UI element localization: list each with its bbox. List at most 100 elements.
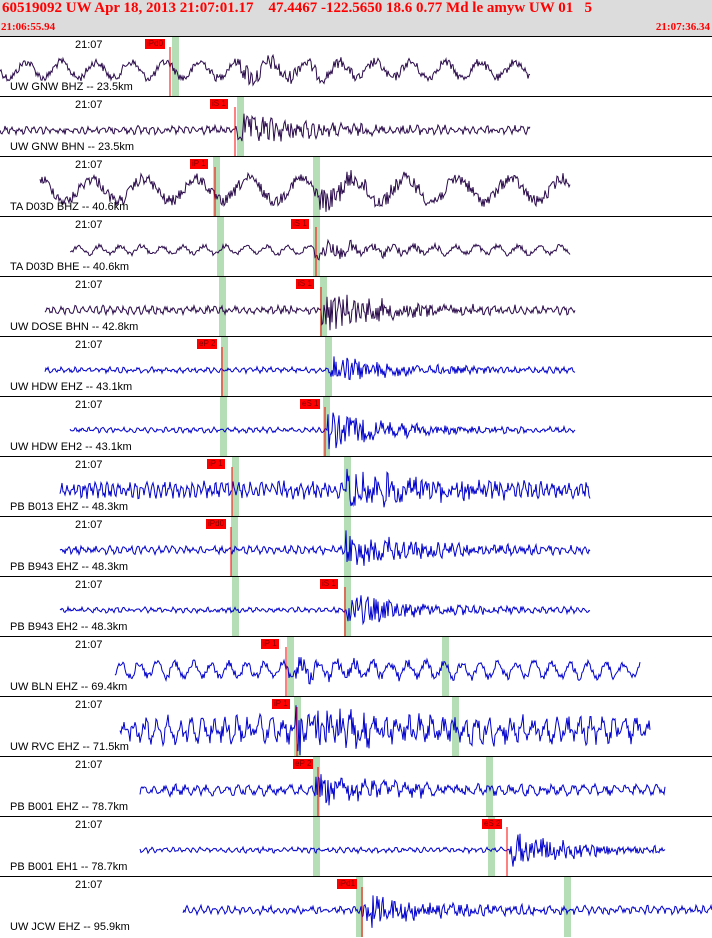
p-window-marker [313,817,320,877]
pick-label[interactable]: eP 2 [293,759,314,769]
pick-label[interactable]: iS 1 [296,279,314,289]
pick-label[interactable]: iPd1 [337,879,358,889]
waveform-line [44,356,576,381]
waveform-line [139,774,666,806]
pick-label[interactable]: eS 1 [300,399,321,409]
trace-track[interactable]: 21:07 iS 1 UW DOSE BHN -- 42.8km [0,276,712,337]
p-window-marker [232,577,239,637]
trace-track[interactable]: 21:07 iP 1 UW RVC EHZ -- 71.5km [0,696,712,757]
pick-label[interactable]: iPd0 [145,39,166,49]
waveform-svg [69,407,576,457]
p-window-marker [217,217,224,277]
pick-label[interactable]: iS 1 [291,219,309,229]
waveform-line [59,468,591,508]
trace-track[interactable]: 21:07 eS 1 UW HDW EH2 -- 43.1km [0,396,712,457]
waveform-line [59,595,591,626]
trace-track[interactable]: 21:07 iPd0 UW GNW BHZ -- 23.5km [0,36,712,97]
pick-label[interactable]: eS 2 [482,819,503,829]
s-window-marker [344,457,351,517]
waveform-line [119,705,651,756]
trace-track[interactable]: 21:07 eP 2 UW HDW EHZ -- 43.1km [0,336,712,397]
station-label: UW GNW BHN -- 23.5km [10,141,135,153]
trace-track[interactable]: 21:07 iS 1 PB B943 EH2 -- 48.3km [0,576,712,637]
trace-time-label: 21:07 [75,639,103,651]
waveform-svg [39,167,571,217]
pick-label[interactable]: iP 1 [190,159,208,169]
waveform-line [69,238,571,261]
pick-label[interactable]: iS 1 [320,579,338,589]
station-label: TA D03D BHE -- 40.6km [10,261,129,273]
p-window-marker [221,337,228,397]
waveform-line [0,113,531,142]
trace-time-label: 21:07 [75,759,103,771]
seismogram-panel[interactable]: 21:07 iPd0 UW GNW BHZ -- 23.5km 21:07 iS 1 UW… [0,36,712,938]
station-label: PB B013 EHZ -- 48.3km [10,501,128,513]
p-window-marker [172,37,179,97]
p-window-marker [287,637,294,697]
p-window-marker [356,877,363,937]
waveform-svg [0,47,531,97]
s-window-marker [488,817,495,877]
station-label: UW BLN EHZ -- 69.4km [10,681,128,693]
time-end-label: 21:07:36.34 [655,21,710,33]
trace-time-label: 21:07 [75,339,103,351]
s-window-marker [442,637,449,697]
waveform-svg [119,705,651,757]
trace-track[interactable]: 21:07 iP 1 PB B013 EHZ -- 48.3km [0,456,712,517]
s-window-marker [313,157,320,217]
trace-track[interactable]: 21:07 iPd0 PB B943 EHZ -- 48.3km [0,516,712,577]
pick-label[interactable]: iP 1 [272,699,290,709]
trace-time-label: 21:07 [75,279,103,291]
s-window-marker [564,877,571,937]
waveform-svg [59,587,591,637]
s-window-marker [323,397,330,457]
waveform-line [39,170,571,212]
pick-label[interactable]: eP 2 [197,339,218,349]
s-window-marker [344,517,351,577]
waveform-line [44,294,576,331]
station-label: PB B001 EH1 -- 78.7km [10,861,128,873]
p-window-marker [213,157,220,217]
station-label: UW HDW EHZ -- 43.1km [10,381,133,393]
station-label: TA D03D BHZ -- 40.6km [10,201,129,213]
p-window-marker [220,397,227,457]
trace-track[interactable]: 21:07 iPd1 UW JCW EHZ -- 95.9km [0,876,712,937]
waveform-svg [0,107,531,157]
station-label: UW GNW BHZ -- 23.5km [10,81,133,93]
waveform-svg [59,527,591,577]
trace-time-label: 21:07 [75,819,103,831]
waveform-svg [139,827,666,877]
trace-time-label: 21:07 [75,519,103,531]
trace-time-label: 21:07 [75,159,103,171]
station-label: UW HDW EH2 -- 43.1km [10,441,132,453]
station-label: PB B943 EHZ -- 48.3km [10,561,128,573]
waveform-line [69,412,576,450]
pick-label[interactable]: iP 1 [261,639,279,649]
trace-time-label: 21:07 [75,879,103,891]
waveform-line [182,895,712,928]
trace-time-label: 21:07 [75,579,103,591]
trace-track[interactable]: 21:07 eP 2 PB B001 EHZ -- 78.7km [0,756,712,817]
p-window-marker [232,457,239,517]
waveform-svg [114,647,641,697]
header-bar: 60519092 UW Apr 18, 2013 21:07:01.17 47.… [0,0,712,36]
pick-label[interactable]: iPd0 [206,519,227,529]
trace-time-label: 21:07 [75,699,103,711]
waveform-svg [44,347,576,397]
trace-time-label: 21:07 [75,39,103,51]
s-window-marker [325,337,332,397]
trace-track[interactable]: 21:07 iS 1 TA D03D BHE -- 40.6km [0,216,712,277]
trace-time-label: 21:07 [75,99,103,111]
trace-track[interactable]: 21:07 iP 1 TA D03D BHZ -- 40.6km [0,156,712,217]
pick-label[interactable]: iS 1 [210,99,228,109]
pick-label[interactable]: iP 1 [207,459,225,469]
trace-track[interactable]: 21:07 eS 2 PB B001 EH1 -- 78.7km [0,816,712,877]
p-window-marker [237,97,244,157]
waveform-svg [139,767,666,817]
trace-track[interactable]: 21:07 iS 1 UW GNW BHN -- 23.5km [0,96,712,157]
s-window-marker [344,577,351,637]
trace-track[interactable]: 21:07 iP 1 UW BLN EHZ -- 69.4km [0,636,712,697]
time-start-label: 21:06:55.94 [1,21,56,33]
waveform-line [114,657,641,685]
waveform-svg [182,887,712,937]
